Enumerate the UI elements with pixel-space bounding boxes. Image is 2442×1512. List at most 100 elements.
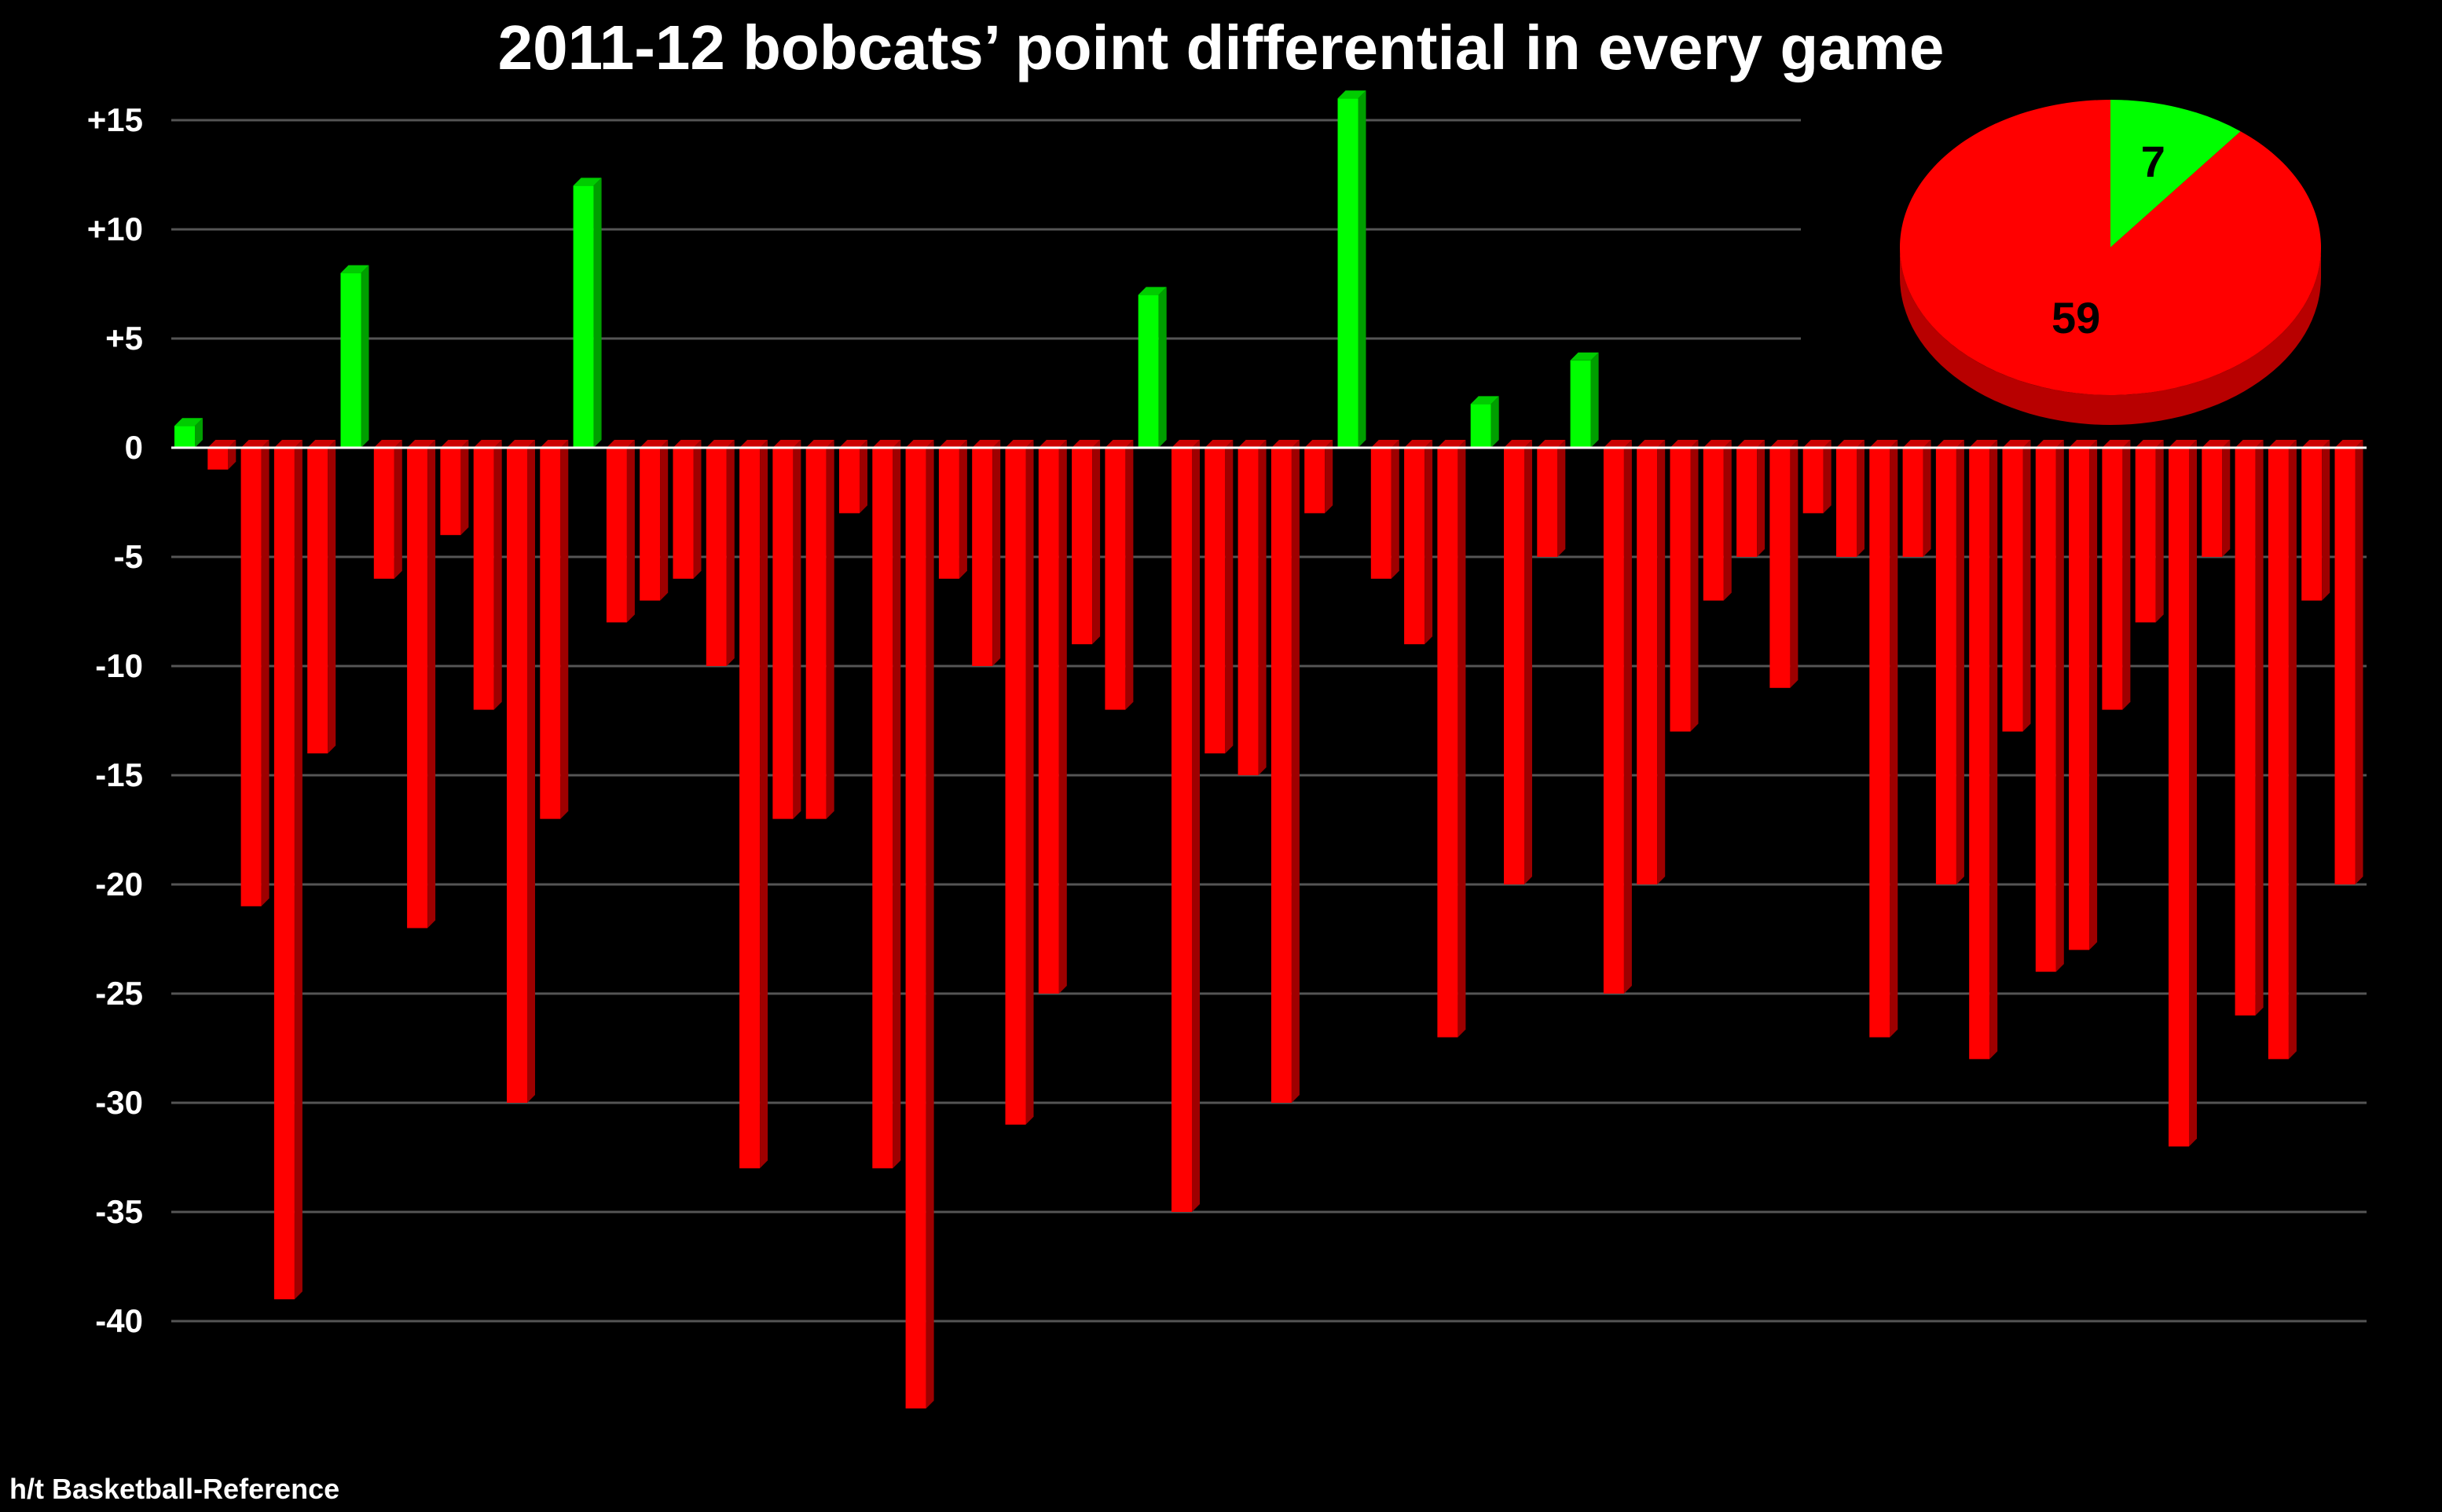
- bar-front: [1172, 448, 1192, 1212]
- bar-front: [1072, 448, 1093, 645]
- bar: [1238, 440, 1267, 775]
- bar-top: [1570, 352, 1599, 361]
- bar-front: [1969, 448, 1990, 1060]
- bar-top: [407, 440, 436, 448]
- bar-top: [1172, 440, 1200, 448]
- bar-front: [1902, 448, 1923, 557]
- bar: [373, 440, 402, 579]
- bar-front: [1537, 448, 1558, 557]
- bar: [1802, 440, 1832, 514]
- bar-side: [361, 265, 369, 448]
- bar-top: [1836, 440, 1864, 448]
- bar-front: [1437, 448, 1458, 1038]
- bar: [1769, 440, 1798, 688]
- bar: [972, 440, 1001, 666]
- bar-top: [1270, 440, 1300, 448]
- bar-top: [373, 440, 402, 448]
- bar: [1172, 440, 1200, 1212]
- bar-front: [640, 448, 661, 601]
- bar-front: [739, 448, 761, 1169]
- bar-front: [1337, 98, 1358, 448]
- bar-side: [560, 440, 569, 819]
- bar-front: [1570, 360, 1591, 448]
- bars: [174, 90, 2363, 1409]
- bar-top: [1802, 440, 1832, 448]
- bar-top: [340, 265, 369, 273]
- bar-front: [2035, 448, 2056, 972]
- grid-lines: [171, 119, 2367, 1323]
- bar: [1204, 440, 1234, 754]
- bar-side: [1092, 440, 1101, 645]
- bar: [2235, 440, 2264, 1016]
- bar-top: [1105, 440, 1134, 448]
- bar: [1370, 440, 1399, 579]
- bar-top: [207, 440, 236, 448]
- bar: [2268, 440, 2297, 1060]
- y-tick-label: -10: [95, 647, 143, 684]
- bar-top: [1470, 396, 1499, 405]
- bar-top: [2135, 440, 2164, 448]
- bar-side: [760, 440, 768, 1169]
- bar-front: [2235, 448, 2256, 1016]
- bar-front: [839, 448, 860, 514]
- bar: [905, 440, 934, 1409]
- bar-top: [606, 440, 635, 448]
- bar-side: [1790, 440, 1798, 688]
- bar-front: [1005, 448, 1026, 1125]
- bar-front: [772, 448, 794, 819]
- bar-front: [207, 448, 229, 470]
- bar-top: [573, 178, 602, 186]
- bar-side: [1125, 440, 1134, 710]
- bar-side: [2022, 440, 2031, 732]
- bar-side: [1989, 440, 1998, 1060]
- bar: [440, 440, 469, 536]
- pie-chart: 7 59: [1899, 100, 2321, 425]
- bar-top: [174, 418, 203, 427]
- bar: [473, 440, 502, 710]
- bar-side: [593, 178, 602, 448]
- bar-top: [772, 440, 801, 448]
- bar-side: [328, 440, 336, 754]
- bar-front: [240, 448, 262, 906]
- bar-front: [1105, 448, 1126, 710]
- bar-front: [1935, 448, 1956, 884]
- bar-top: [2235, 440, 2264, 448]
- bar: [2035, 440, 2064, 972]
- bar: [1902, 440, 1931, 557]
- bar-front: [1637, 448, 1658, 884]
- bar: [1072, 440, 1101, 645]
- bar: [1337, 90, 1366, 448]
- bar-top: [872, 440, 901, 448]
- bar-front: [473, 448, 494, 710]
- bar: [573, 178, 602, 448]
- bar-top: [2202, 440, 2231, 448]
- bar-top: [1603, 440, 1632, 448]
- bar-front: [706, 448, 727, 666]
- bar-top: [1969, 440, 1998, 448]
- bar-top: [1537, 440, 1566, 448]
- bar-front: [340, 273, 361, 448]
- bar-front: [2002, 448, 2023, 732]
- bar-side: [626, 440, 635, 623]
- bar-top: [1637, 440, 1666, 448]
- bar-front: [2334, 448, 2356, 884]
- bar-side: [1291, 440, 1300, 1103]
- bar: [2169, 440, 2197, 1147]
- bar-front: [606, 448, 627, 623]
- bar: [1005, 440, 1034, 1125]
- bar: [1437, 440, 1466, 1038]
- bar-side: [427, 440, 436, 928]
- bar-side: [1623, 440, 1632, 994]
- bar-front: [1736, 448, 1758, 557]
- bar: [307, 440, 336, 754]
- bar-top: [1238, 440, 1267, 448]
- bar-side: [1723, 440, 1732, 601]
- bar: [1969, 440, 1998, 1060]
- bar-side: [195, 418, 203, 448]
- bar-side: [1823, 440, 1832, 514]
- bar-top: [273, 440, 302, 448]
- bar-side: [1458, 440, 1466, 1038]
- pie-slice: [2110, 100, 2241, 247]
- bar-front: [1404, 448, 1425, 645]
- bar: [1703, 440, 1732, 601]
